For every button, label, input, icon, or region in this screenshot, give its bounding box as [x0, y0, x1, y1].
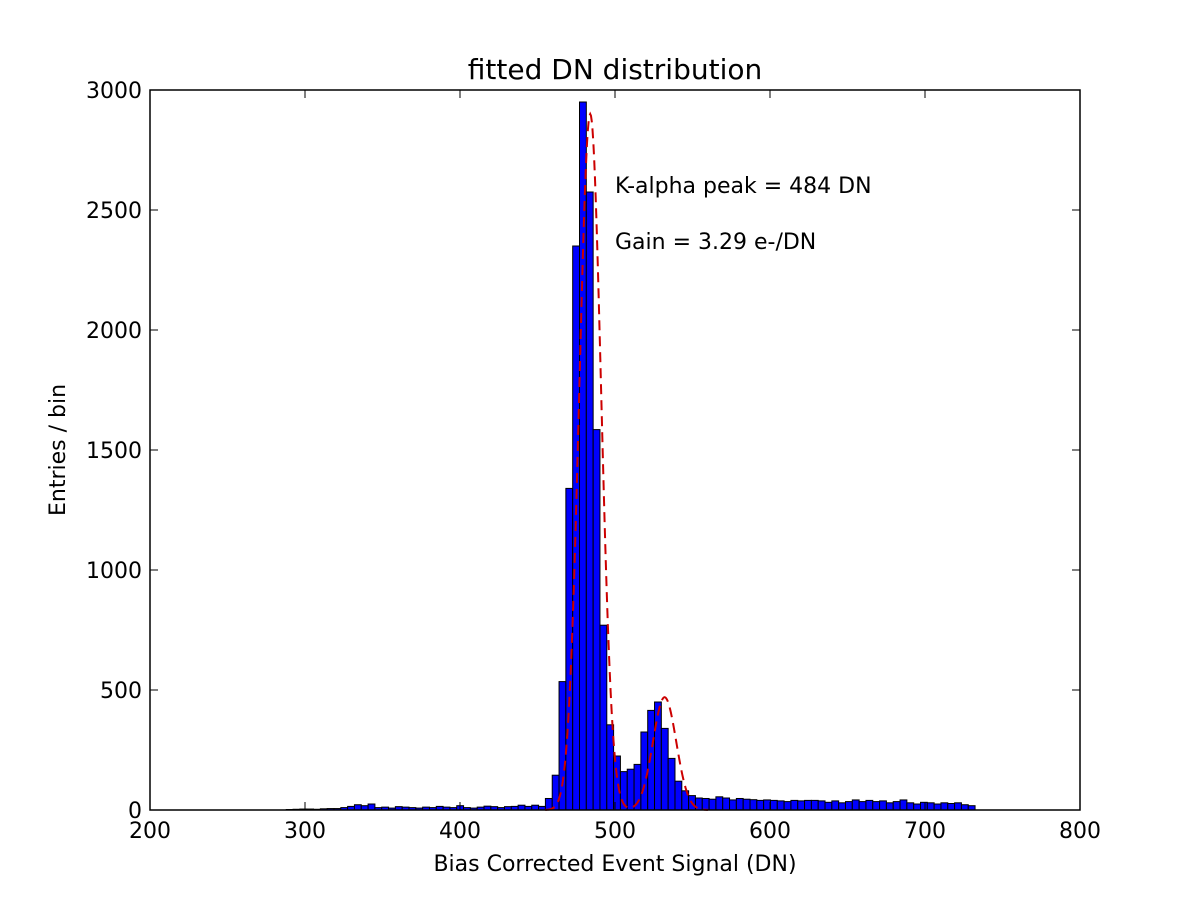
- x-axis-label: Bias Corrected Event Signal (DN): [433, 852, 796, 877]
- x-tick-label: 600: [749, 819, 791, 844]
- histogram-bar: [810, 799, 819, 811]
- histogram-bar: [749, 799, 758, 811]
- histogram-bar: [756, 799, 765, 811]
- x-tick-label: 300: [284, 819, 326, 844]
- histogram-bar: [367, 803, 376, 811]
- y-tick-label: 2000: [86, 319, 142, 344]
- histogram-bar: [892, 801, 901, 811]
- histogram-bar: [763, 799, 771, 811]
- x-tick-label: 800: [1059, 819, 1101, 844]
- histogram-bar: [790, 799, 799, 811]
- peak-annotation: K-alpha peak = 484 DN: [615, 174, 872, 199]
- histogram-bar: [926, 802, 935, 811]
- histogram-bar: [920, 801, 928, 811]
- histogram-bar: [933, 803, 942, 811]
- histogram-bar: [729, 799, 737, 811]
- histogram-bar: [722, 797, 731, 811]
- y-axis-ticks: 0 500 1000 1500 2000 2500 3000: [86, 79, 1080, 824]
- histogram-bar: [858, 801, 867, 811]
- histogram-bar: [708, 798, 717, 811]
- x-tick-label: 200: [129, 819, 171, 844]
- histogram-bar: [674, 780, 683, 811]
- x-tick-label: 400: [439, 819, 481, 844]
- histogram-bar: [844, 801, 853, 811]
- histogram-bar: [654, 701, 662, 811]
- histogram-bars: [285, 101, 976, 811]
- gain-annotation: Gain = 3.29 e-/DN: [615, 230, 816, 255]
- histogram-bar: [865, 799, 874, 811]
- histogram-bar: [817, 800, 826, 811]
- y-tick-label: 1000: [86, 559, 142, 584]
- histogram-bar: [660, 727, 669, 811]
- histogram-bar: [769, 799, 778, 811]
- x-tick-label: 500: [594, 819, 636, 844]
- y-axis-label: Entries / bin: [46, 384, 71, 516]
- fit-curve: [545, 111, 709, 811]
- histogram-bar: [885, 802, 894, 811]
- histogram-bar: [353, 804, 362, 811]
- histogram-bar: [851, 799, 860, 811]
- histogram-bar: [960, 804, 969, 811]
- histogram-bar: [776, 800, 785, 811]
- histogram-bar: [613, 755, 621, 811]
- y-tick-label: 1500: [86, 439, 142, 464]
- histogram-bar: [592, 429, 601, 811]
- y-tick-label: 500: [100, 679, 142, 704]
- histogram-bar: [701, 797, 710, 811]
- histogram-bar: [797, 800, 806, 811]
- histogram-bar: [879, 800, 887, 811]
- histogram-bar: [742, 798, 751, 811]
- histogram-bar: [551, 774, 560, 811]
- histogram-bar: [783, 801, 792, 811]
- histogram-bar: [599, 624, 608, 811]
- histogram-bar: [913, 803, 922, 811]
- histogram-bar: [954, 802, 962, 811]
- y-tick-label: 3000: [86, 79, 142, 104]
- histogram-bar: [558, 681, 567, 811]
- histogram-bar: [872, 801, 881, 811]
- y-tick-label: 2500: [86, 199, 142, 224]
- x-axis-ticks: 200 300 400 500 600 700 800: [129, 90, 1101, 844]
- histogram-bar: [838, 802, 846, 811]
- histogram-bar: [906, 802, 915, 811]
- chart-title: fitted DN distribution: [468, 53, 762, 86]
- histogram-bar: [940, 802, 949, 811]
- histogram-bar: [824, 801, 833, 811]
- histogram-bar: [667, 757, 676, 811]
- histogram-bar: [831, 800, 840, 811]
- histogram-bar: [899, 799, 908, 811]
- histogram-bar: [804, 799, 812, 811]
- histogram-bar: [947, 803, 956, 811]
- y-tick-label: 0: [128, 799, 142, 824]
- x-tick-label: 700: [904, 819, 946, 844]
- histogram-bar: [585, 191, 594, 811]
- histogram-bar: [735, 797, 744, 811]
- histogram-bar: [626, 768, 635, 811]
- histogram-bar: [715, 796, 724, 811]
